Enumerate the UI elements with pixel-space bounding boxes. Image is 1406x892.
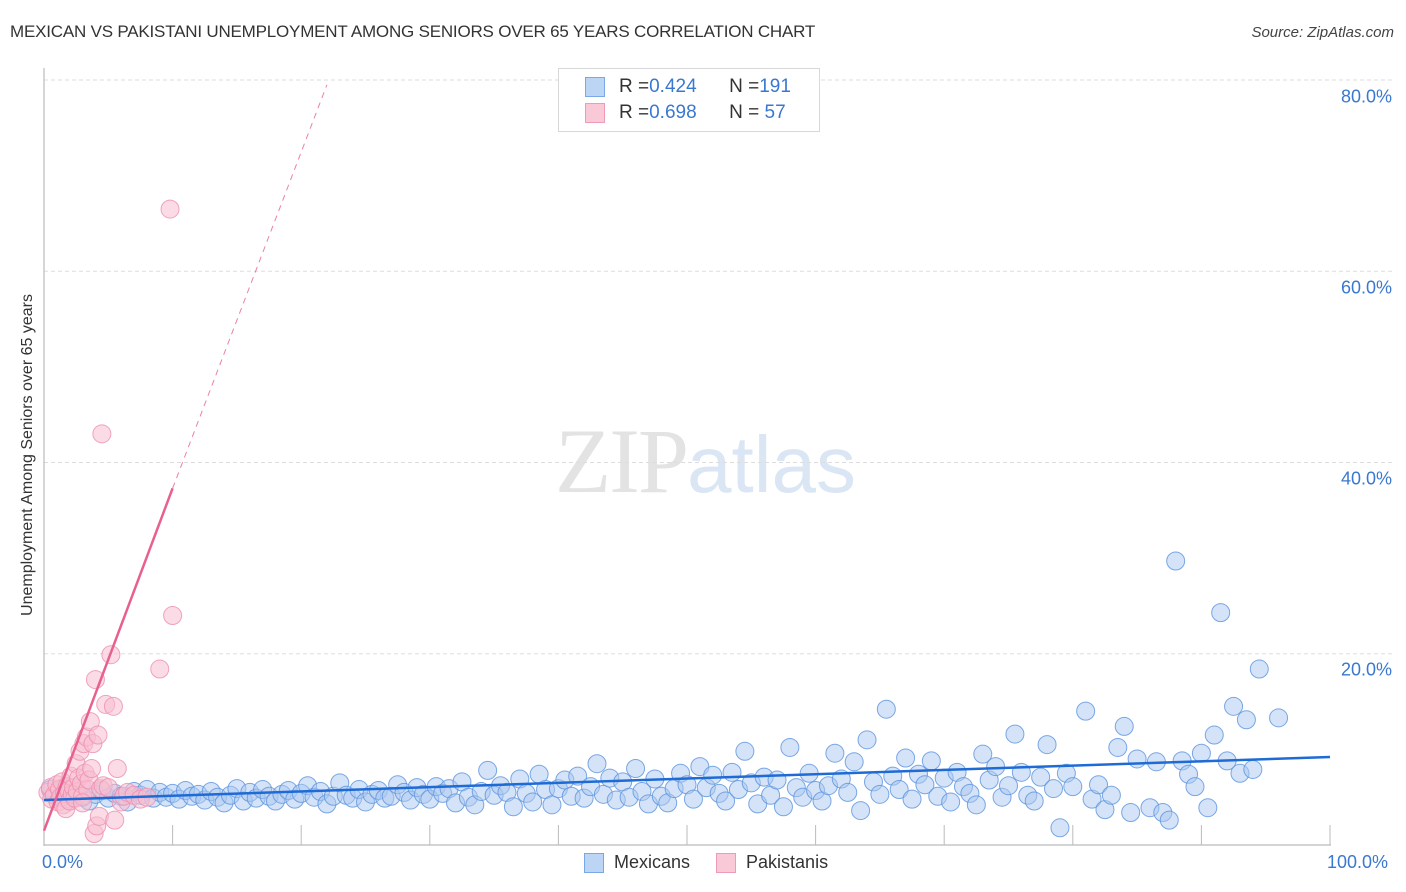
pakistanis-swatch-icon [585, 103, 605, 123]
y-axis-label: Unemployment Among Seniors over 65 years [19, 294, 36, 616]
axes [43, 68, 1331, 846]
r-label: R = [619, 102, 650, 123]
mexicans-points [40, 551, 1289, 838]
x-tick-100: 100.0% [1327, 852, 1389, 872]
n-value: 57 [759, 102, 786, 123]
y-tick-80: 80.0% [1340, 86, 1392, 107]
r-value: 0.698 [649, 102, 697, 123]
n-label: N = [729, 76, 760, 97]
series-legend: Mexicans Pakistanis [584, 852, 828, 873]
r-value: 0.424 [649, 76, 697, 97]
legend-row-pakistanis: R = 0.698 N = 57 [585, 102, 786, 124]
n-label: N = [729, 102, 760, 123]
watermark: ZIPatlas [555, 408, 856, 514]
n-value: 191 [759, 76, 791, 97]
x-tick-0: 0.0% [42, 852, 84, 872]
y-tick-20: 20.0% [1340, 659, 1392, 680]
correlation-legend: R = 0.424 N = 191 R = 0.698 N = 57 [558, 68, 820, 132]
r-label: R = [619, 76, 650, 97]
source-label: Source: ZipAtlas.com [1251, 24, 1394, 41]
legend-row-mexicans: R = 0.424 N = 191 [585, 76, 791, 98]
gridlines [44, 79, 1392, 655]
trend-lines [42, 84, 1331, 832]
mexicans-swatch-icon [585, 77, 605, 97]
y-tick-60: 60.0% [1340, 277, 1392, 298]
legend-label-mexicans: Mexicans [614, 852, 691, 872]
legend-label-pakistanis: Pakistanis [746, 852, 829, 872]
watermark-atlas: atlas [687, 420, 856, 509]
mexicans-legend-swatch-icon [584, 852, 604, 873]
watermark-zip: ZIP [555, 410, 689, 512]
y-tick-40: 40.0% [1340, 468, 1392, 489]
pakistanis-legend-swatch-icon [716, 852, 737, 873]
chart-title: MEXICAN VS PAKISTANI UNEMPLOYMENT AMONG … [10, 22, 816, 41]
